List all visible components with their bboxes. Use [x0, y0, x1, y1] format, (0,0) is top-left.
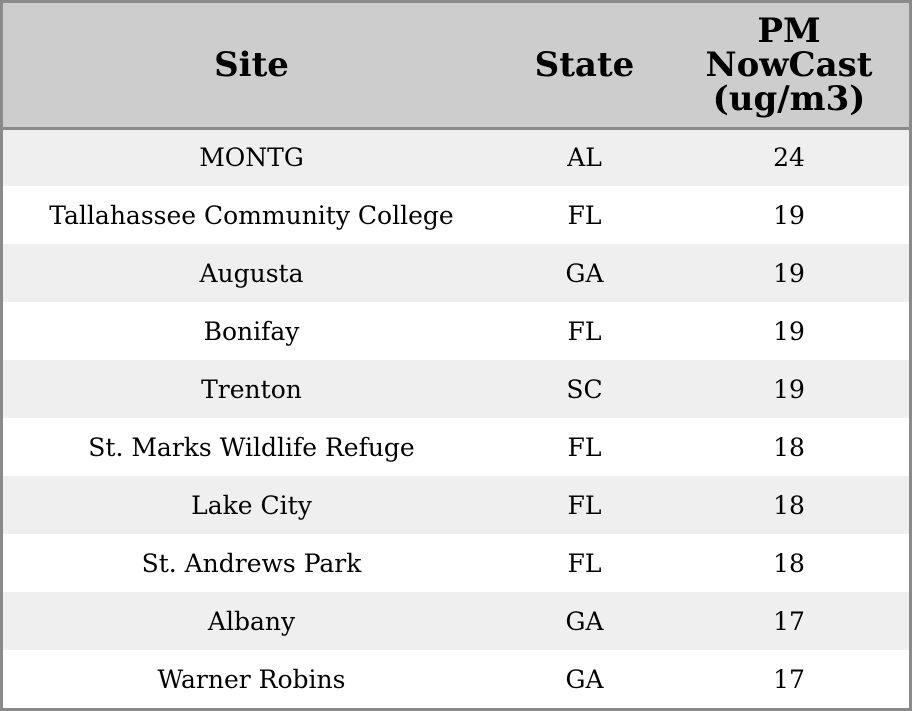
cell-state: FL: [567, 316, 602, 346]
pm-nowcast-table: Site State PM NowCast (ug/m3) MONTG AL 24 T…: [3, 3, 909, 708]
cell-pm-nowcast: 19: [773, 316, 805, 346]
table-row: Warner Robins GA 17: [3, 650, 909, 708]
cell-state: FL: [567, 490, 602, 520]
column-header-site: Site: [3, 3, 500, 130]
cell-pm-nowcast: 17: [773, 606, 805, 636]
column-header-pm-nowcast: PM NowCast (ug/m3): [669, 3, 909, 130]
header-row: Site State PM NowCast (ug/m3): [3, 3, 909, 130]
table-row: Albany GA 17: [3, 592, 909, 650]
cell-state: FL: [567, 200, 602, 230]
cell-pm-nowcast: 19: [773, 374, 805, 404]
column-header-pm-nowcast-label: PM NowCast (ug/m3): [705, 10, 873, 119]
cell-state: GA: [565, 606, 604, 636]
cell-site: Augusta: [199, 258, 304, 288]
table-row: Trenton SC 19: [3, 360, 909, 418]
cell-site: MONTG: [199, 143, 304, 173]
cell-pm-nowcast: 18: [773, 490, 805, 520]
cell-pm-nowcast: 24: [773, 143, 805, 173]
cell-pm-nowcast: 17: [773, 664, 805, 694]
cell-state: AL: [567, 143, 602, 173]
cell-site: St. Marks Wildlife Refuge: [88, 432, 415, 462]
column-header-state: State: [500, 3, 669, 130]
cell-pm-nowcast: 19: [773, 258, 805, 288]
table-body: MONTG AL 24 Tallahassee Community College FL…: [3, 128, 909, 708]
cell-site: Tallahassee Community College: [49, 200, 454, 230]
cell-state: SC: [566, 374, 603, 404]
cell-state: FL: [567, 432, 602, 462]
table-row: St. Andrews Park FL 18: [3, 534, 909, 592]
cell-state: FL: [567, 548, 602, 578]
cell-site: Lake City: [191, 490, 312, 520]
table-row: St. Marks Wildlife Refuge FL 18: [3, 418, 909, 476]
cell-pm-nowcast: 18: [773, 548, 805, 578]
table-row: Tallahassee Community College FL 19: [3, 186, 909, 244]
cell-state: GA: [565, 664, 604, 694]
table-row: Bonifay FL 19: [3, 302, 909, 360]
cell-site: Bonifay: [203, 316, 300, 346]
table-row: Augusta GA 19: [3, 244, 909, 302]
table-row: MONTG AL 24: [3, 128, 909, 186]
cell-state: GA: [565, 258, 604, 288]
cell-site: St. Andrews Park: [141, 548, 362, 578]
cell-site: Albany: [207, 606, 296, 636]
table-header: Site State PM NowCast (ug/m3): [3, 3, 909, 130]
cell-pm-nowcast: 19: [773, 200, 805, 230]
cell-site: Warner Robins: [157, 664, 346, 694]
cell-pm-nowcast: 18: [773, 432, 805, 462]
table-row: Lake City FL 18: [3, 476, 909, 534]
cell-site: Trenton: [201, 374, 302, 404]
